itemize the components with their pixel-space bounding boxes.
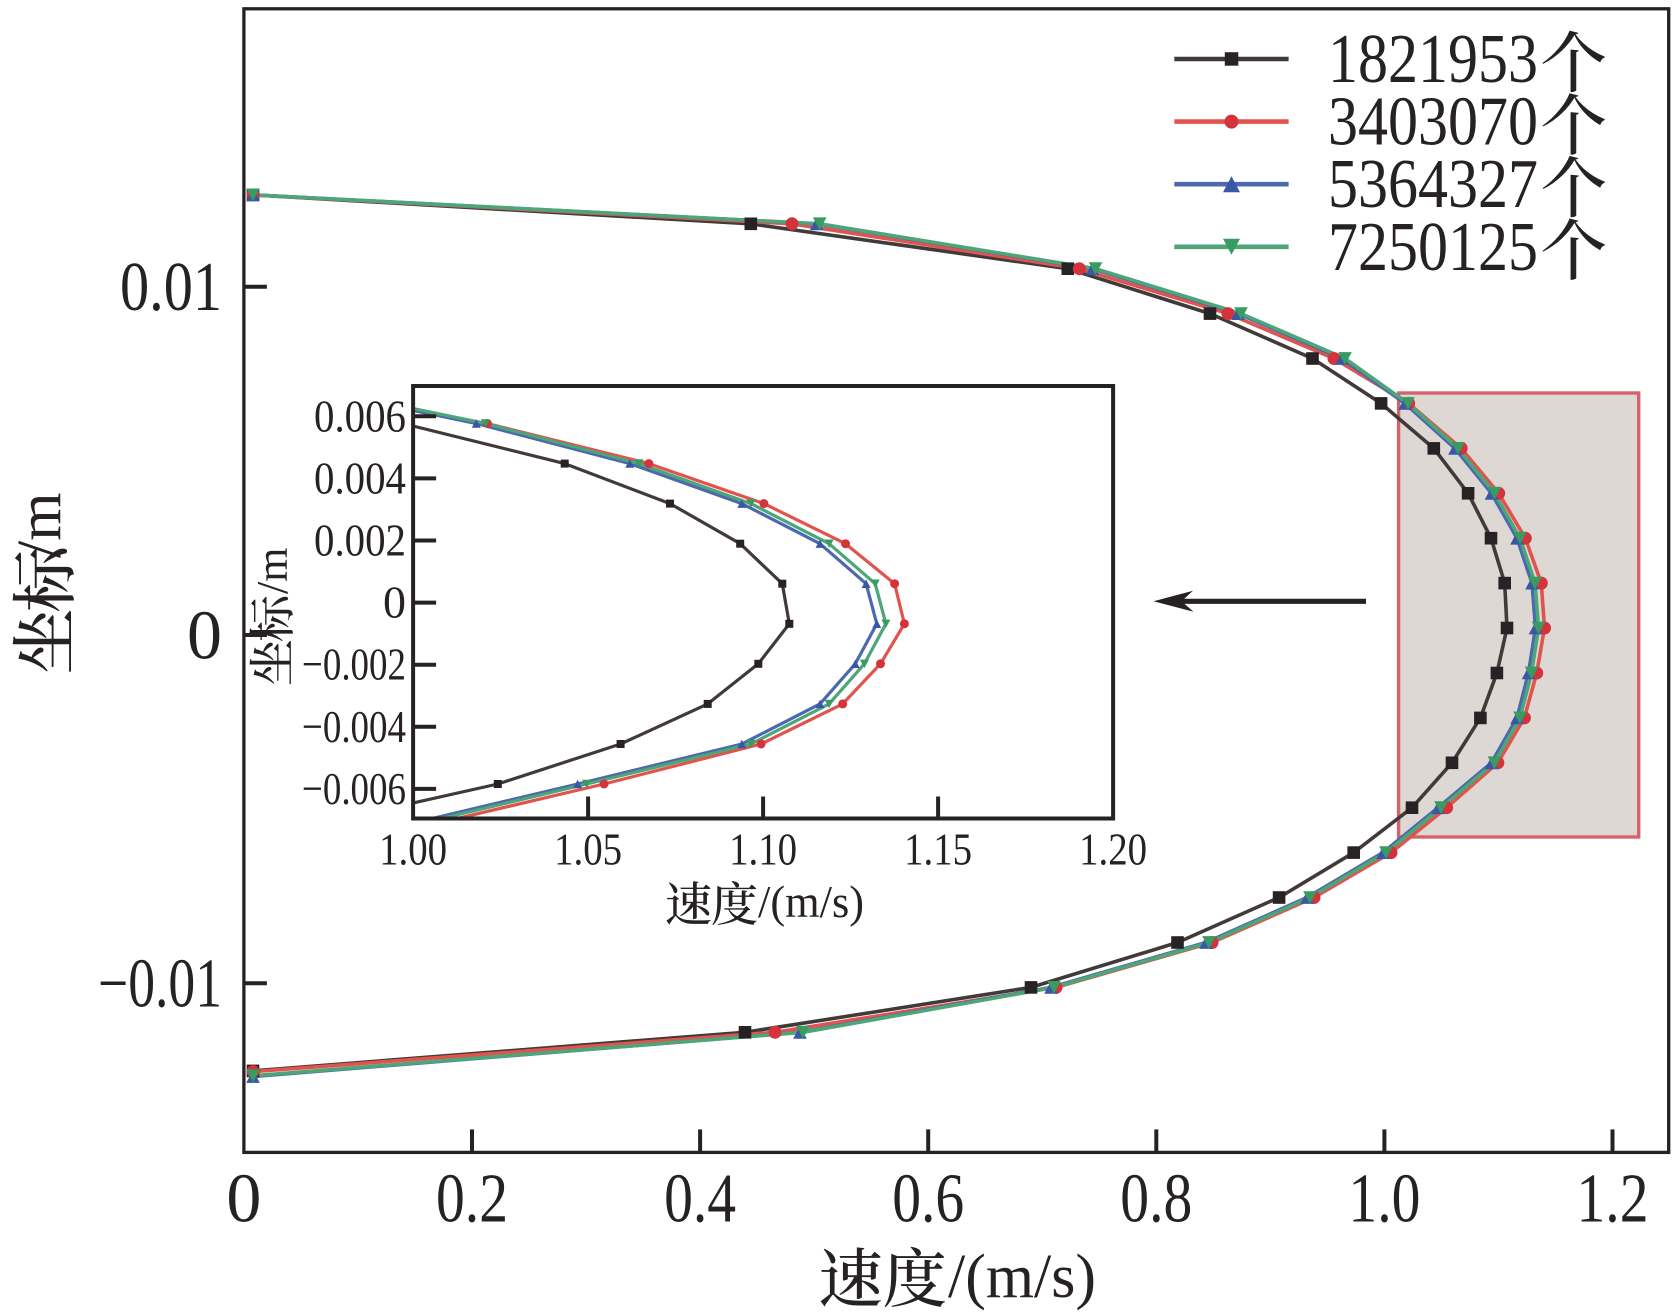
svg-text:1.10: 1.10 (729, 824, 797, 875)
svg-text:0: 0 (383, 577, 406, 628)
svg-text:/m: /m (248, 548, 297, 594)
svg-text:1.05: 1.05 (554, 824, 622, 875)
svg-text:0.006: 0.006 (314, 390, 406, 441)
svg-text:/(m/s): /(m/s) (758, 876, 864, 927)
svg-text:1.00: 1.00 (379, 824, 447, 875)
svg-text:−0.004: −0.004 (302, 701, 406, 752)
svg-text:0.004: 0.004 (314, 452, 406, 503)
svg-text:1.2: 1.2 (1577, 1161, 1649, 1238)
svg-text:1.15: 1.15 (904, 824, 972, 875)
svg-text:/(m/s): /(m/s) (948, 1243, 1096, 1311)
svg-text:/m: /m (6, 493, 74, 558)
svg-text:−0.006: −0.006 (302, 763, 406, 814)
svg-text:0: 0 (226, 1161, 261, 1238)
svg-text:3403070: 3403070 (1328, 84, 1538, 161)
svg-text:−0.002: −0.002 (302, 639, 406, 690)
svg-text:−0.01: −0.01 (98, 946, 222, 1023)
svg-text:7250125: 7250125 (1328, 209, 1538, 286)
svg-text:1.20: 1.20 (1079, 824, 1147, 875)
svg-text:0: 0 (187, 598, 222, 675)
svg-text:1.0: 1.0 (1348, 1161, 1420, 1238)
svg-text:0.6: 0.6 (892, 1161, 964, 1238)
svg-text:0.4: 0.4 (664, 1161, 736, 1238)
svg-text:0.8: 0.8 (1120, 1161, 1192, 1238)
svg-text:0.002: 0.002 (314, 515, 406, 566)
svg-text:0.01: 0.01 (120, 249, 222, 326)
svg-text:5364327: 5364327 (1328, 146, 1538, 223)
svg-text:0.2: 0.2 (436, 1161, 508, 1238)
svg-text:1821953: 1821953 (1328, 21, 1538, 98)
